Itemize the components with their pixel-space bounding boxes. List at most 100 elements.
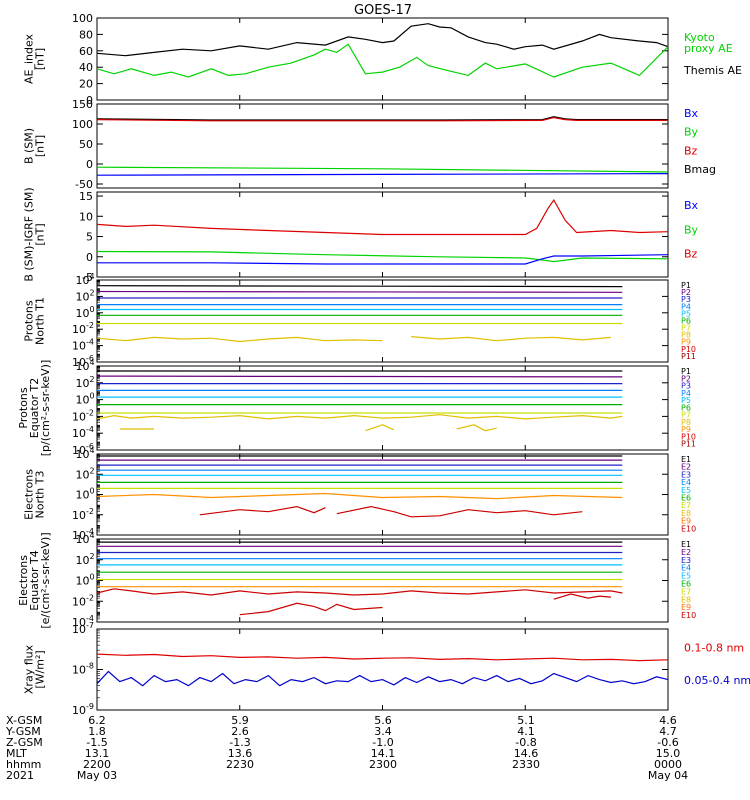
y-axis-label: Protons xyxy=(17,387,30,428)
series-line-0-1-0-8-nm xyxy=(96,653,669,662)
panel-frame xyxy=(96,453,669,536)
ephemeris-value: 6.2 xyxy=(88,714,106,727)
y-tick-label: 10 xyxy=(79,210,93,223)
series-group xyxy=(96,198,669,265)
series-line-kyoto-proxy-ae xyxy=(96,43,669,78)
legend-entry: 0.05-0.4 nm xyxy=(684,674,750,687)
ephemeris-row-label: Y-GSM xyxy=(5,725,41,738)
ephemeris-value: 2200 xyxy=(83,758,111,771)
series-line-e8 xyxy=(96,492,623,500)
ephemeris-value: May 04 xyxy=(648,769,688,782)
y-tick-label: 104 xyxy=(76,531,95,546)
panel-frame xyxy=(96,628,669,711)
legend: 0.1-0.8 nm 0.05-0.4 nm xyxy=(684,642,750,687)
y-tick-exponent: 0 xyxy=(90,573,95,582)
y-tick-label: 10-2 xyxy=(72,408,94,423)
y-tick-exponent: -2 xyxy=(86,507,94,516)
ephemeris-value: 14.6 xyxy=(514,747,539,760)
legend-entry: E4 xyxy=(681,564,691,573)
y-tick-exponent: 4 xyxy=(90,531,95,540)
y-tick-label: 10-2 xyxy=(72,321,94,336)
series-line-p9b xyxy=(365,424,395,432)
panel-bsm: -50 0 50 100 150 B (SM)[nT] Bx By Bz Bmag xyxy=(23,98,717,191)
series-line-bz xyxy=(96,116,668,122)
legend-entry: P2 xyxy=(681,288,691,297)
series-group xyxy=(96,370,623,432)
y-tick-label: 20 xyxy=(79,78,93,91)
y-tick-label: 100 xyxy=(76,305,95,320)
series-line-by xyxy=(96,166,669,173)
y-tick-label: 10-2 xyxy=(72,507,94,522)
ephemeris-value: 5.9 xyxy=(231,714,249,727)
ephemeris-value: 4.7 xyxy=(659,725,677,738)
legend-entry: P11 xyxy=(681,352,696,361)
legend-entry: By xyxy=(684,223,699,236)
legend-entry: Bx xyxy=(684,107,699,120)
y-tick-exponent: -8 xyxy=(86,662,94,671)
series-line-e9 xyxy=(96,588,623,596)
y-tick-exponent: 4 xyxy=(90,272,95,281)
y-tick-exponent: 0 xyxy=(90,487,95,496)
legend-entry: Bz xyxy=(684,144,698,157)
series-line-by xyxy=(96,250,669,263)
y-tick-exponent: -6 xyxy=(86,442,94,451)
y-axis-label: AE_index xyxy=(23,33,36,84)
y-tick-label: 102 xyxy=(76,466,95,481)
series-group xyxy=(96,541,623,616)
series-line-bx xyxy=(96,173,669,176)
legend-entry: E6 xyxy=(681,580,691,589)
y-tick-label: 0 xyxy=(86,158,93,171)
y-tick-exponent: 2 xyxy=(90,375,95,384)
legend-entry: E10 xyxy=(681,611,696,620)
series-line-themis-ae xyxy=(96,23,669,57)
y-axis-label: [W/m²] xyxy=(34,650,47,688)
y-tick-label: 10-8 xyxy=(72,662,94,677)
ephemeris-row-label: MLT xyxy=(6,747,27,760)
series-line-bx xyxy=(97,254,669,265)
y-axis-label: Equator T2 xyxy=(28,378,41,438)
legend-entry: P6 xyxy=(681,316,691,325)
y-axis-label: Protons xyxy=(23,300,36,341)
series-group xyxy=(96,653,669,687)
y-tick-exponent: 0 xyxy=(90,305,95,314)
y-axis-label: [nT] xyxy=(34,135,47,157)
legend-entry: E2 xyxy=(681,548,691,557)
ephemeris-value: -1.3 xyxy=(229,736,250,749)
legend-entry: P11 xyxy=(681,440,696,449)
legend-entry: Bz xyxy=(684,248,698,261)
ephemeris-value: 5.6 xyxy=(374,714,392,727)
ephemeris-value: 14.1 xyxy=(371,747,396,760)
series-group xyxy=(96,23,669,78)
legend-entry: P10 xyxy=(681,345,696,354)
series-line-p8 xyxy=(96,336,383,343)
ephemeris-value: 5.1 xyxy=(517,714,535,727)
y-tick-label: 5 xyxy=(86,231,93,244)
y-axis-label: [e/(cm²-s-sr-keV)] xyxy=(39,532,52,628)
series-line-p8 xyxy=(96,414,623,420)
y-tick-label: 100 xyxy=(76,392,95,407)
y-tick-label: -50 xyxy=(75,178,93,191)
panel-frame xyxy=(96,538,669,623)
legend-entry: P3 xyxy=(681,382,691,391)
series-line-e9 xyxy=(199,505,326,516)
y-tick-label: 0 xyxy=(86,251,93,264)
y-tick-exponent: -6 xyxy=(86,354,94,363)
y-tick-label: 104 xyxy=(76,272,95,287)
y-tick-label: 100 xyxy=(76,573,95,588)
y-tick-exponent: -4 xyxy=(86,425,94,434)
series-group xyxy=(96,285,623,343)
y-tick-label: 10-4 xyxy=(72,338,94,353)
legend-entry: E5 xyxy=(681,572,691,581)
legend-entry: E8 xyxy=(681,509,691,518)
ephemeris-value: 2230 xyxy=(226,758,254,771)
legend-entry: E7 xyxy=(681,587,691,596)
y-tick-label: 150 xyxy=(72,98,93,111)
legend-entry: P5 xyxy=(681,396,691,405)
ephemeris-row-label: hhmm xyxy=(6,758,41,771)
ephemeris-value: 13.1 xyxy=(85,747,110,760)
